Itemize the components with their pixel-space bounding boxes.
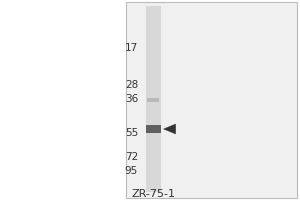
Bar [146, 6, 160, 192]
Text: 72: 72 [125, 152, 138, 162]
Text: ZR-75-1: ZR-75-1 [131, 189, 175, 199]
Text: 95: 95 [125, 166, 138, 176]
Text: 36: 36 [125, 94, 138, 104]
Polygon shape [164, 124, 176, 134]
Text: 28: 28 [125, 80, 138, 90]
Bar [146, 125, 160, 133]
Bar [126, 2, 297, 198]
Text: 55: 55 [125, 128, 138, 138]
Bar [147, 98, 159, 102]
Text: 17: 17 [125, 43, 138, 53]
